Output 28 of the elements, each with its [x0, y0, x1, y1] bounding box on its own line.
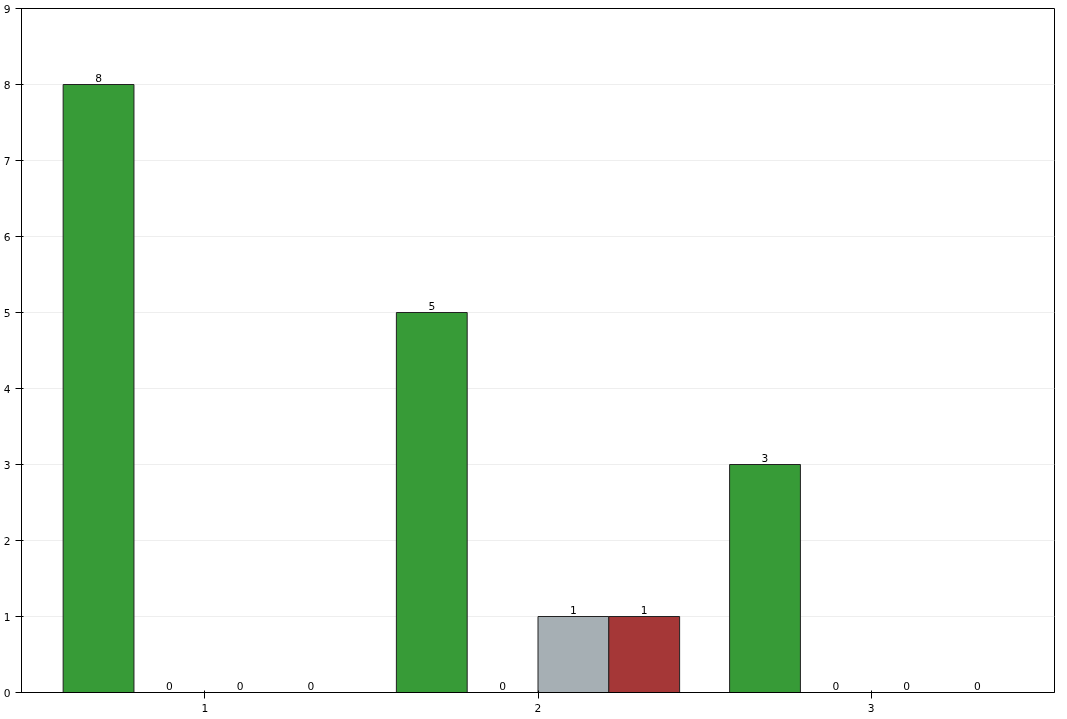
- y-tick-label: 0: [3, 686, 11, 700]
- data-label: 0: [974, 679, 982, 693]
- data-label: 0: [903, 679, 911, 693]
- y-tick-label: 1: [3, 610, 11, 624]
- bar: [729, 464, 801, 693]
- y-tick-label: 4: [3, 382, 11, 396]
- data-label: 0: [165, 679, 173, 693]
- bar: [395, 312, 468, 693]
- x-tick-label: 3: [867, 701, 875, 715]
- data-label: 0: [832, 679, 840, 693]
- y-tick-label: 7: [3, 154, 11, 168]
- data-label: 5: [428, 299, 436, 313]
- x-tick-label: 1: [201, 701, 209, 715]
- data-label: 0: [499, 679, 507, 693]
- y-tick-label: 8: [3, 78, 11, 92]
- y-tick-label: 9: [3, 2, 11, 16]
- data-label: 0: [307, 679, 315, 693]
- bar: [62, 84, 135, 693]
- y-tick-label: 6: [3, 230, 11, 244]
- y-tick-label: 2: [3, 534, 11, 548]
- y-tick-label: 3: [3, 458, 11, 472]
- data-label: 8: [95, 71, 103, 85]
- data-label: 3: [761, 451, 769, 465]
- y-tick-label: 5: [3, 306, 11, 320]
- data-label: 1: [640, 603, 648, 617]
- x-tick-label: 2: [534, 701, 542, 715]
- data-label: 1: [570, 603, 577, 617]
- data-label: 0: [236, 679, 244, 693]
